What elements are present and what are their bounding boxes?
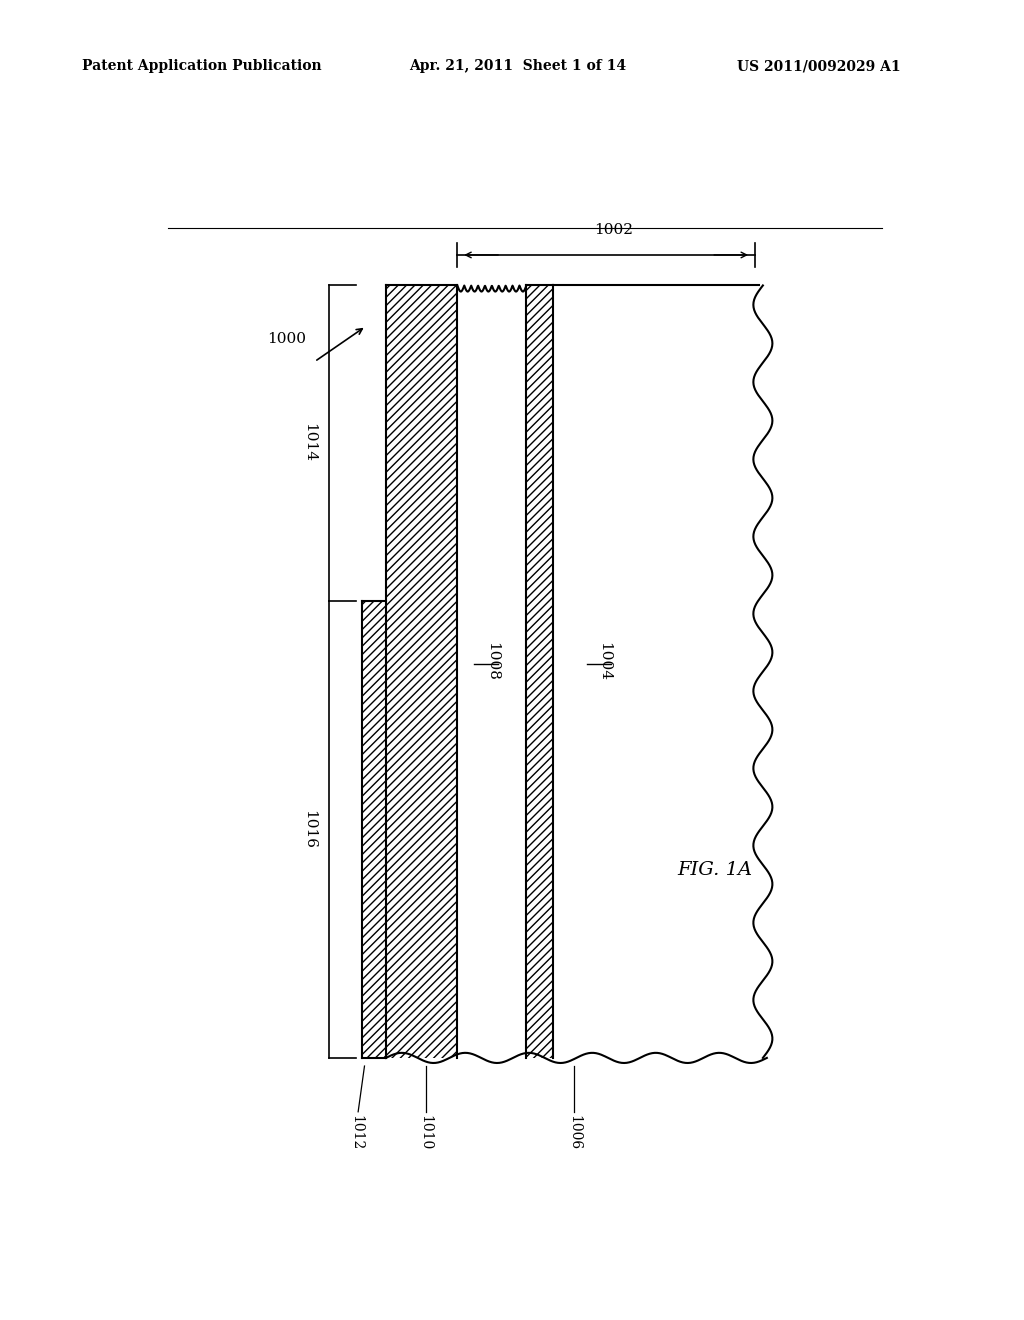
Text: 1006: 1006 [567, 1115, 581, 1150]
Text: US 2011/0092029 A1: US 2011/0092029 A1 [737, 59, 901, 74]
Text: 1010: 1010 [419, 1115, 432, 1150]
Text: 1004: 1004 [597, 642, 611, 681]
Bar [386, 285, 458, 1057]
Bar [553, 285, 779, 1057]
Bar [526, 285, 553, 1057]
Text: Patent Application Publication: Patent Application Publication [82, 59, 322, 74]
Bar [362, 601, 386, 1057]
Text: FIG. 1A: FIG. 1A [678, 861, 753, 879]
Text: 1016: 1016 [302, 809, 316, 849]
Text: 1014: 1014 [302, 424, 316, 462]
Text: 1000: 1000 [267, 333, 306, 346]
Text: 1008: 1008 [485, 642, 499, 681]
Text: 1012: 1012 [349, 1115, 364, 1150]
Text: Apr. 21, 2011  Sheet 1 of 14: Apr. 21, 2011 Sheet 1 of 14 [410, 59, 627, 74]
Bar [458, 285, 526, 1057]
Text: 1002: 1002 [595, 223, 634, 236]
